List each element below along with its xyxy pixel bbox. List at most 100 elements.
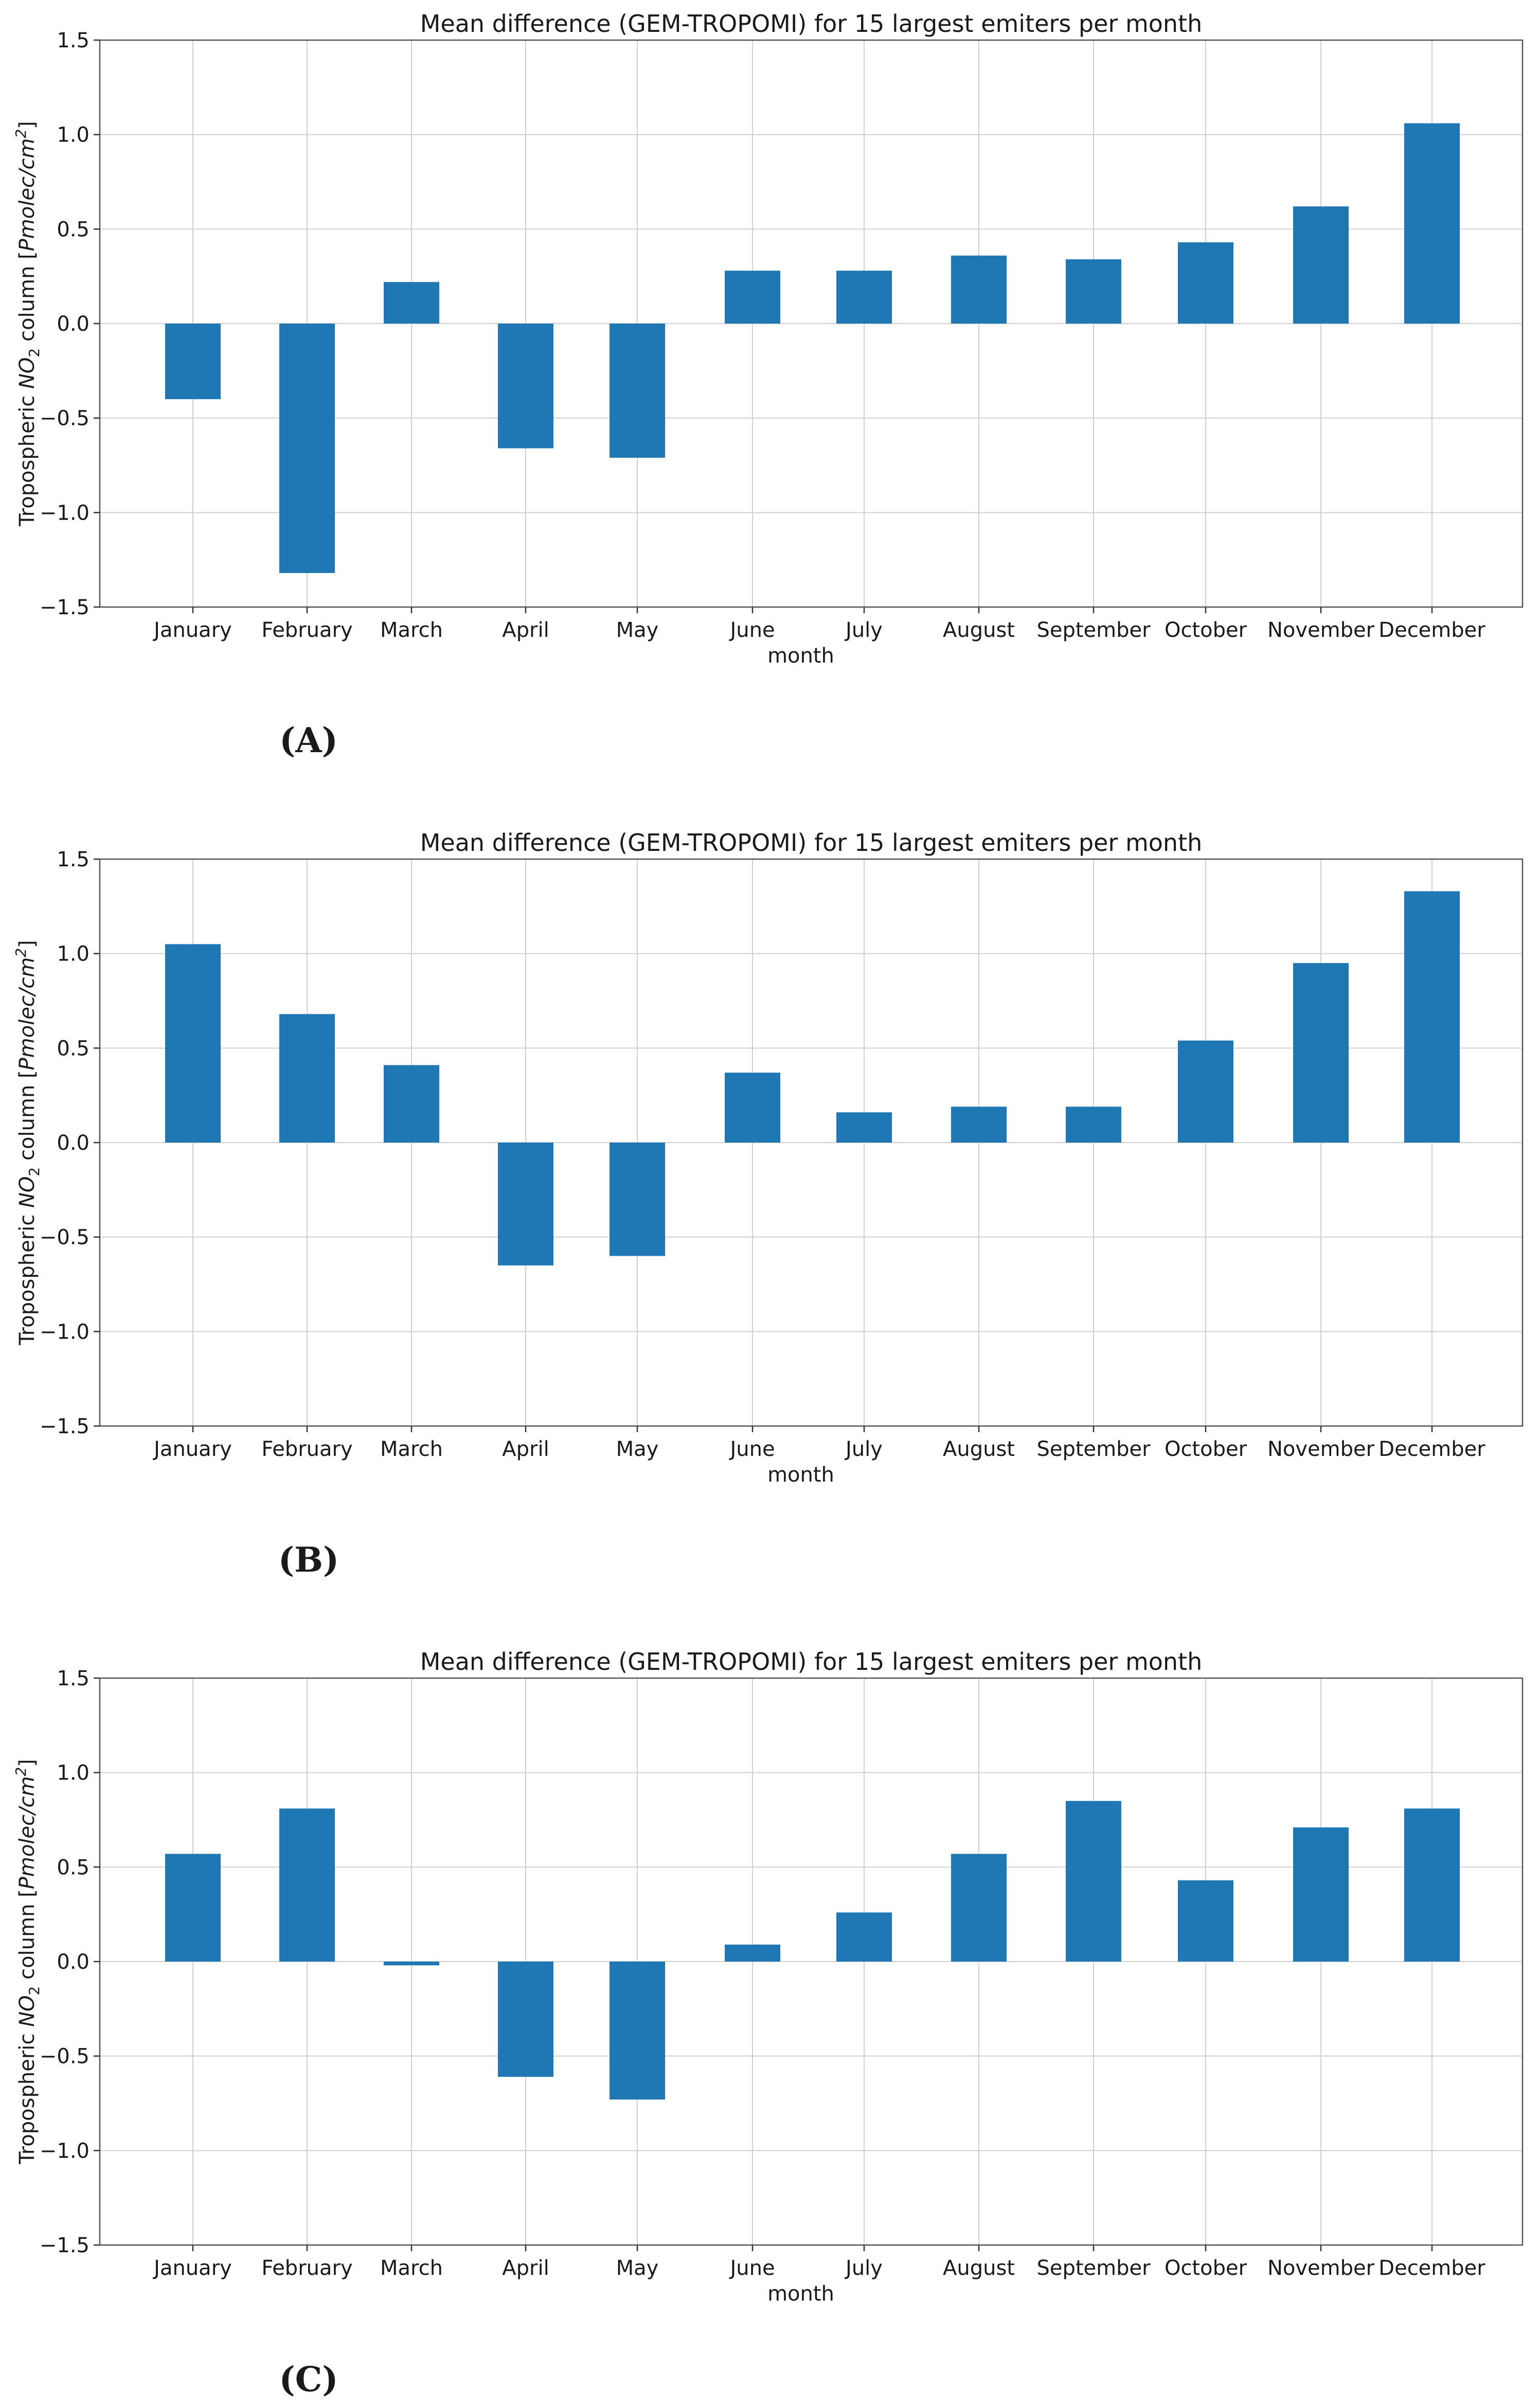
- bar-february: [279, 324, 335, 573]
- bar-july: [836, 271, 892, 324]
- x-tick-label-november: November: [1267, 2256, 1375, 2280]
- x-tick-label-february: February: [261, 1437, 352, 1461]
- chart-title: Mean difference (GEM-TROPOMI) for 15 lar…: [420, 10, 1203, 38]
- x-tick-label-december: December: [1378, 618, 1485, 642]
- x-tick-label-april: April: [502, 1437, 549, 1461]
- x-tick-label-september: September: [1036, 2256, 1151, 2280]
- x-axis-label: month: [767, 644, 834, 668]
- bar-august: [951, 1854, 1007, 1962]
- bar-september: [1066, 259, 1121, 324]
- x-tick-label-july: July: [844, 1437, 883, 1461]
- x-tick-label-december: December: [1378, 2256, 1485, 2280]
- y-tick-label: 0.0: [57, 312, 89, 336]
- x-tick-label-march: March: [380, 618, 443, 642]
- x-tick-label-june: June: [728, 2256, 775, 2280]
- y-tick-label: 0.0: [57, 1950, 89, 1974]
- y-tick-label: −1.0: [40, 2139, 89, 2163]
- bar-june: [725, 271, 780, 324]
- bar-june: [725, 1944, 780, 1962]
- bar-september: [1066, 1107, 1121, 1143]
- bar-august: [951, 255, 1007, 324]
- bar-november: [1293, 1827, 1349, 1962]
- x-tick-label-may: May: [616, 1437, 659, 1461]
- y-tick-label: 0.5: [57, 218, 89, 241]
- y-tick-label: 1.5: [57, 29, 89, 52]
- y-tick-label: 0.0: [57, 1131, 89, 1155]
- y-tick-label: 1.0: [57, 123, 89, 147]
- bar-october: [1178, 1880, 1233, 1962]
- y-tick-label: −0.5: [40, 2045, 89, 2069]
- bar-january: [165, 324, 221, 399]
- x-tick-label-october: October: [1165, 2256, 1247, 2280]
- chart-panel-2: −1.5 −1.0 −0.5 0.0 0.5 1.0 1.5 January February M…: [12, 829, 1524, 1580]
- x-tick-label-july: July: [844, 2256, 883, 2280]
- bar-july: [836, 1112, 892, 1143]
- x-tick-label-september: September: [1036, 618, 1151, 642]
- panel-label: (A): [279, 720, 338, 760]
- x-tick-label-february: February: [261, 618, 352, 642]
- y-tick-label: −1.0: [40, 1320, 89, 1344]
- x-tick-label-october: October: [1165, 1437, 1247, 1461]
- bar-june: [725, 1073, 780, 1143]
- chart-panel-3: −1.5 −1.0 −0.5 0.0 0.5 1.0 1.5 January February M…: [12, 1648, 1524, 2399]
- y-tick-label: −1.5: [40, 596, 89, 619]
- x-tick-label-may: May: [616, 2256, 659, 2280]
- bar-december: [1404, 1808, 1460, 1962]
- y-tick-label: 1.5: [57, 848, 89, 871]
- bar-september: [1066, 1801, 1121, 1962]
- x-axis-label: month: [767, 1463, 834, 1487]
- x-tick-label-february: February: [261, 2256, 352, 2280]
- x-tick-label-august: August: [943, 618, 1015, 642]
- x-tick-label-june: June: [728, 618, 775, 642]
- x-tick-label-july: July: [844, 618, 883, 642]
- x-tick-label-april: April: [502, 618, 549, 642]
- x-tick-label-august: August: [943, 2256, 1015, 2280]
- x-axis-label: month: [767, 2282, 834, 2306]
- y-axis-label: Tropospheric NO2 column [Pmolec/cm2]: [12, 121, 43, 527]
- chart-title: Mean difference (GEM-TROPOMI) for 15 lar…: [420, 829, 1203, 857]
- bar-may: [610, 1962, 665, 2100]
- x-tick-label-october: October: [1165, 618, 1247, 642]
- y-tick-label: 0.5: [57, 1856, 89, 1879]
- y-axis-label: Tropospheric NO2 column [Pmolec/cm2]: [12, 940, 43, 1346]
- y-tick-label: 1.0: [57, 942, 89, 966]
- bar-may: [610, 1143, 665, 1256]
- x-tick-label-november: November: [1267, 1437, 1375, 1461]
- y-tick-label: 0.5: [57, 1037, 89, 1060]
- x-tick-label-march: March: [380, 1437, 443, 1461]
- x-tick-label-may: May: [616, 618, 659, 642]
- bar-may: [610, 324, 665, 458]
- y-tick-label: −1.0: [40, 501, 89, 525]
- y-tick-label: 1.0: [57, 1761, 89, 1785]
- x-tick-label-december: December: [1378, 1437, 1485, 1461]
- bar-october: [1178, 1040, 1233, 1143]
- y-tick-label: 1.5: [57, 1667, 89, 1690]
- bar-july: [836, 1912, 892, 1962]
- x-tick-label-november: November: [1267, 618, 1375, 642]
- y-tick-label: −0.5: [40, 407, 89, 431]
- bar-april: [498, 324, 553, 449]
- bar-april: [498, 1962, 553, 2077]
- y-tick-label: −1.5: [40, 2234, 89, 2257]
- bar-march: [384, 282, 439, 324]
- x-tick-label-january: January: [152, 1437, 232, 1461]
- x-tick-label-january: January: [152, 2256, 232, 2280]
- y-axis-label: Tropospheric NO2 column [Pmolec/cm2]: [12, 1759, 43, 2165]
- panel-label: (B): [278, 1540, 339, 1580]
- bar-march: [384, 1065, 439, 1143]
- bar-october: [1178, 242, 1233, 324]
- bar-january: [165, 1854, 221, 1962]
- x-tick-label-august: August: [943, 1437, 1015, 1461]
- bar-february: [279, 1014, 335, 1143]
- chart-title: Mean difference (GEM-TROPOMI) for 15 lar…: [420, 1648, 1203, 1676]
- bar-february: [279, 1808, 335, 1962]
- bar-january: [165, 944, 221, 1143]
- bar-december: [1404, 891, 1460, 1143]
- x-tick-label-april: April: [502, 2256, 549, 2280]
- bar-november: [1293, 206, 1349, 324]
- bar-march: [384, 1962, 439, 1966]
- y-tick-label: −0.5: [40, 1226, 89, 1250]
- bar-november: [1293, 963, 1349, 1143]
- x-tick-label-march: March: [380, 2256, 443, 2280]
